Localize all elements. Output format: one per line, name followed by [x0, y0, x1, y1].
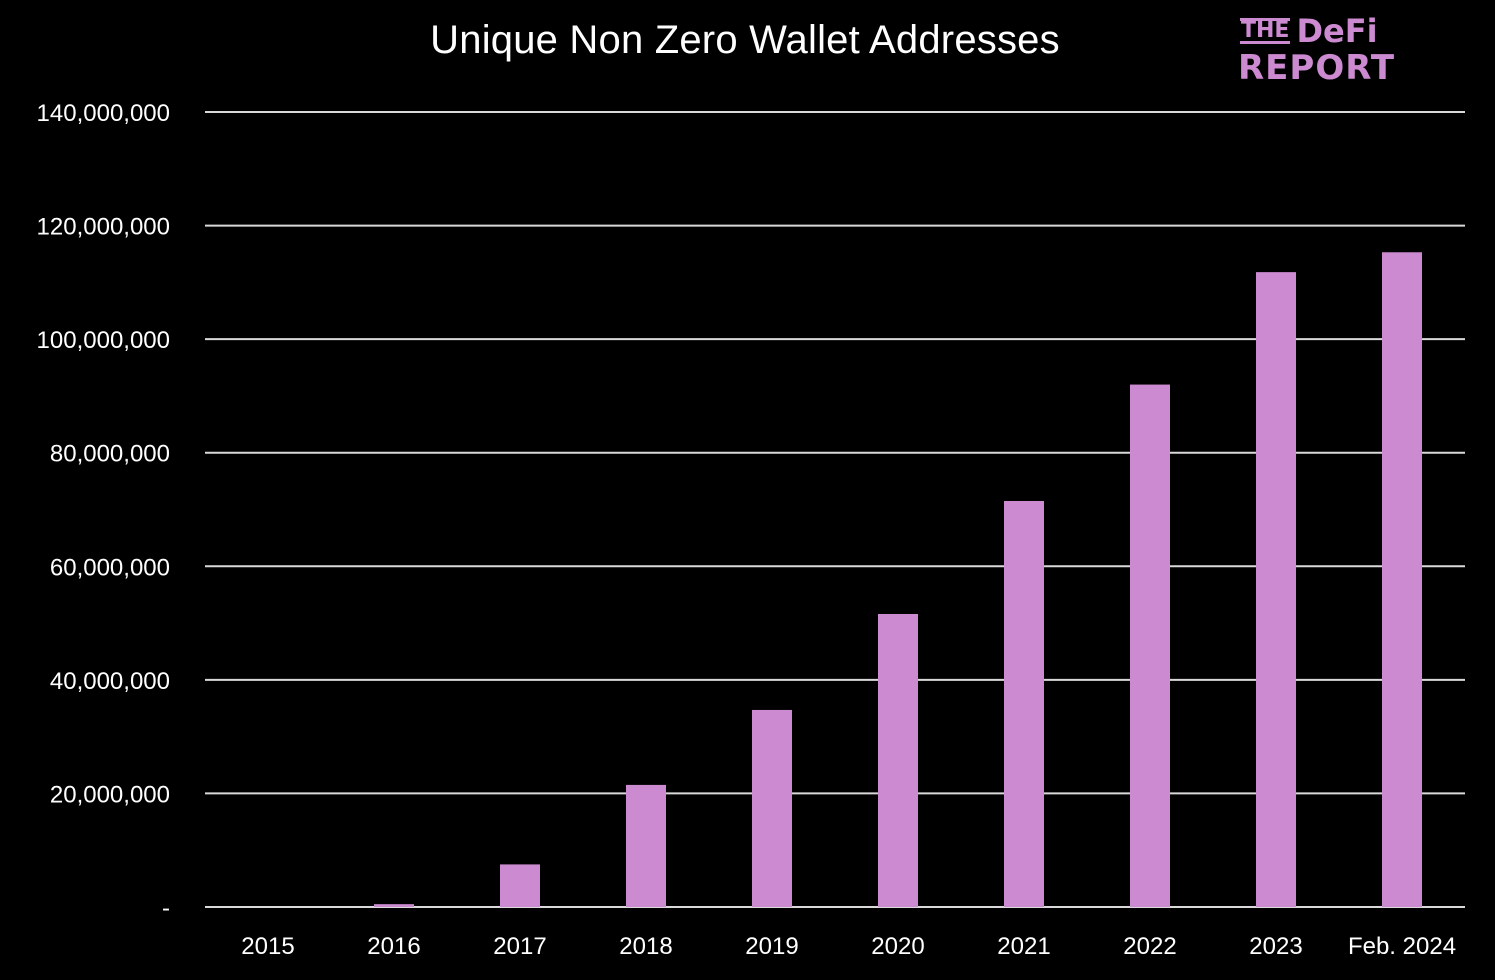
bars — [374, 252, 1422, 908]
y-tick-label: 40,000,000 — [50, 668, 170, 695]
bar — [878, 613, 918, 907]
logo-the-text: THE — [1240, 18, 1291, 44]
y-tick-label: 140,000,000 — [37, 100, 170, 127]
x-tick-label: 2020 — [871, 933, 924, 960]
y-tick-label: 20,000,000 — [50, 781, 170, 808]
y-tick-label: 60,000,000 — [50, 554, 170, 581]
y-tick-label: 120,000,000 — [37, 214, 170, 241]
x-tick-label: 2021 — [997, 933, 1050, 960]
logo-report-text: REPORT — [1238, 48, 1396, 88]
y-tick-label: 100,000,000 — [37, 327, 170, 354]
x-tick-label: 2019 — [745, 933, 798, 960]
y-axis-tick-labels: - 20,000,000 40,000,000 60,000,000 80,000,00… — [37, 100, 170, 922]
bar — [374, 904, 414, 907]
x-tick-label: Feb. 2024 — [1348, 933, 1456, 960]
bar — [1256, 272, 1296, 907]
y-tick-label: 80,000,000 — [50, 441, 170, 468]
bar — [500, 864, 540, 907]
y-tick-label: - — [162, 895, 170, 922]
x-tick-label: 2022 — [1123, 933, 1176, 960]
logo-defi-text: DeFi — [1296, 12, 1378, 50]
x-axis-tick-labels: 2015 2016 2017 2018 2019 2020 2021 2022 2023 Feb.… — [241, 933, 1456, 960]
bar — [1382, 252, 1422, 907]
chart-title: Unique Non Zero Wallet Addresses — [430, 18, 1060, 62]
x-tick-label: 2023 — [1249, 933, 1302, 960]
the-defi-report-logo: THE DeFi REPORT — [1236, 10, 1416, 88]
x-tick-label: 2015 — [241, 933, 294, 960]
x-tick-label: 2017 — [493, 933, 546, 960]
bar — [1004, 500, 1044, 907]
gridlines — [205, 111, 1465, 908]
bar — [752, 709, 792, 907]
x-tick-label: 2018 — [619, 933, 672, 960]
bar — [626, 784, 666, 907]
bar — [1130, 384, 1170, 908]
x-tick-label: 2016 — [367, 933, 420, 960]
